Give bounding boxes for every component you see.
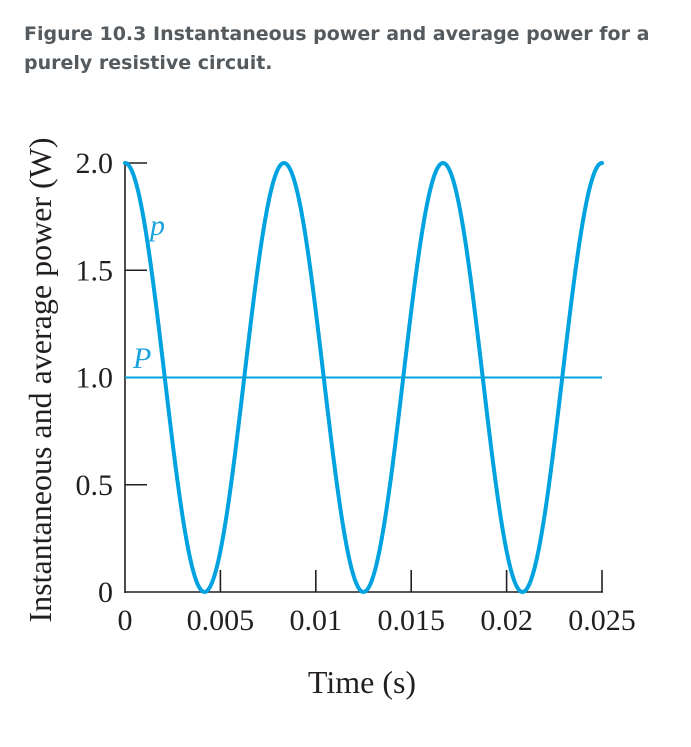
series-line-p <box>123 161 604 594</box>
y-tick-label: 0.5 <box>76 469 114 502</box>
series-label-P: P <box>132 342 151 375</box>
ticks: 0 0.5 1.0 1.5 2.0 0 0.005 0.01 0.015 0.02 0.025 <box>76 147 636 637</box>
x-tick-label: 0.005 <box>187 604 255 637</box>
x-tick-label: 0.02 <box>480 604 533 637</box>
series-label-p: p <box>148 209 165 242</box>
y-tick-label: 0 <box>98 576 113 609</box>
series-group <box>123 161 604 594</box>
figure-caption: Figure 10.3 Instantaneous power and aver… <box>24 20 664 78</box>
y-tick-label: 1.5 <box>76 254 114 287</box>
x-tick-label: 0.025 <box>568 604 636 637</box>
x-tick-label: 0.015 <box>377 604 445 637</box>
figure-caption-label: Figure 10.3 <box>24 23 147 45</box>
x-tick-label: 0 <box>118 604 133 637</box>
x-axis-label: Time (s) <box>308 664 416 700</box>
y-axis-label: Instantaneous and average power (W) <box>22 137 58 622</box>
y-tick-label: 1.0 <box>76 362 114 395</box>
figure-caption-text: Instantaneous power and average power fo… <box>24 23 650 74</box>
x-tick-label: 0.01 <box>290 604 343 637</box>
y-tick-label: 2.0 <box>76 147 114 180</box>
